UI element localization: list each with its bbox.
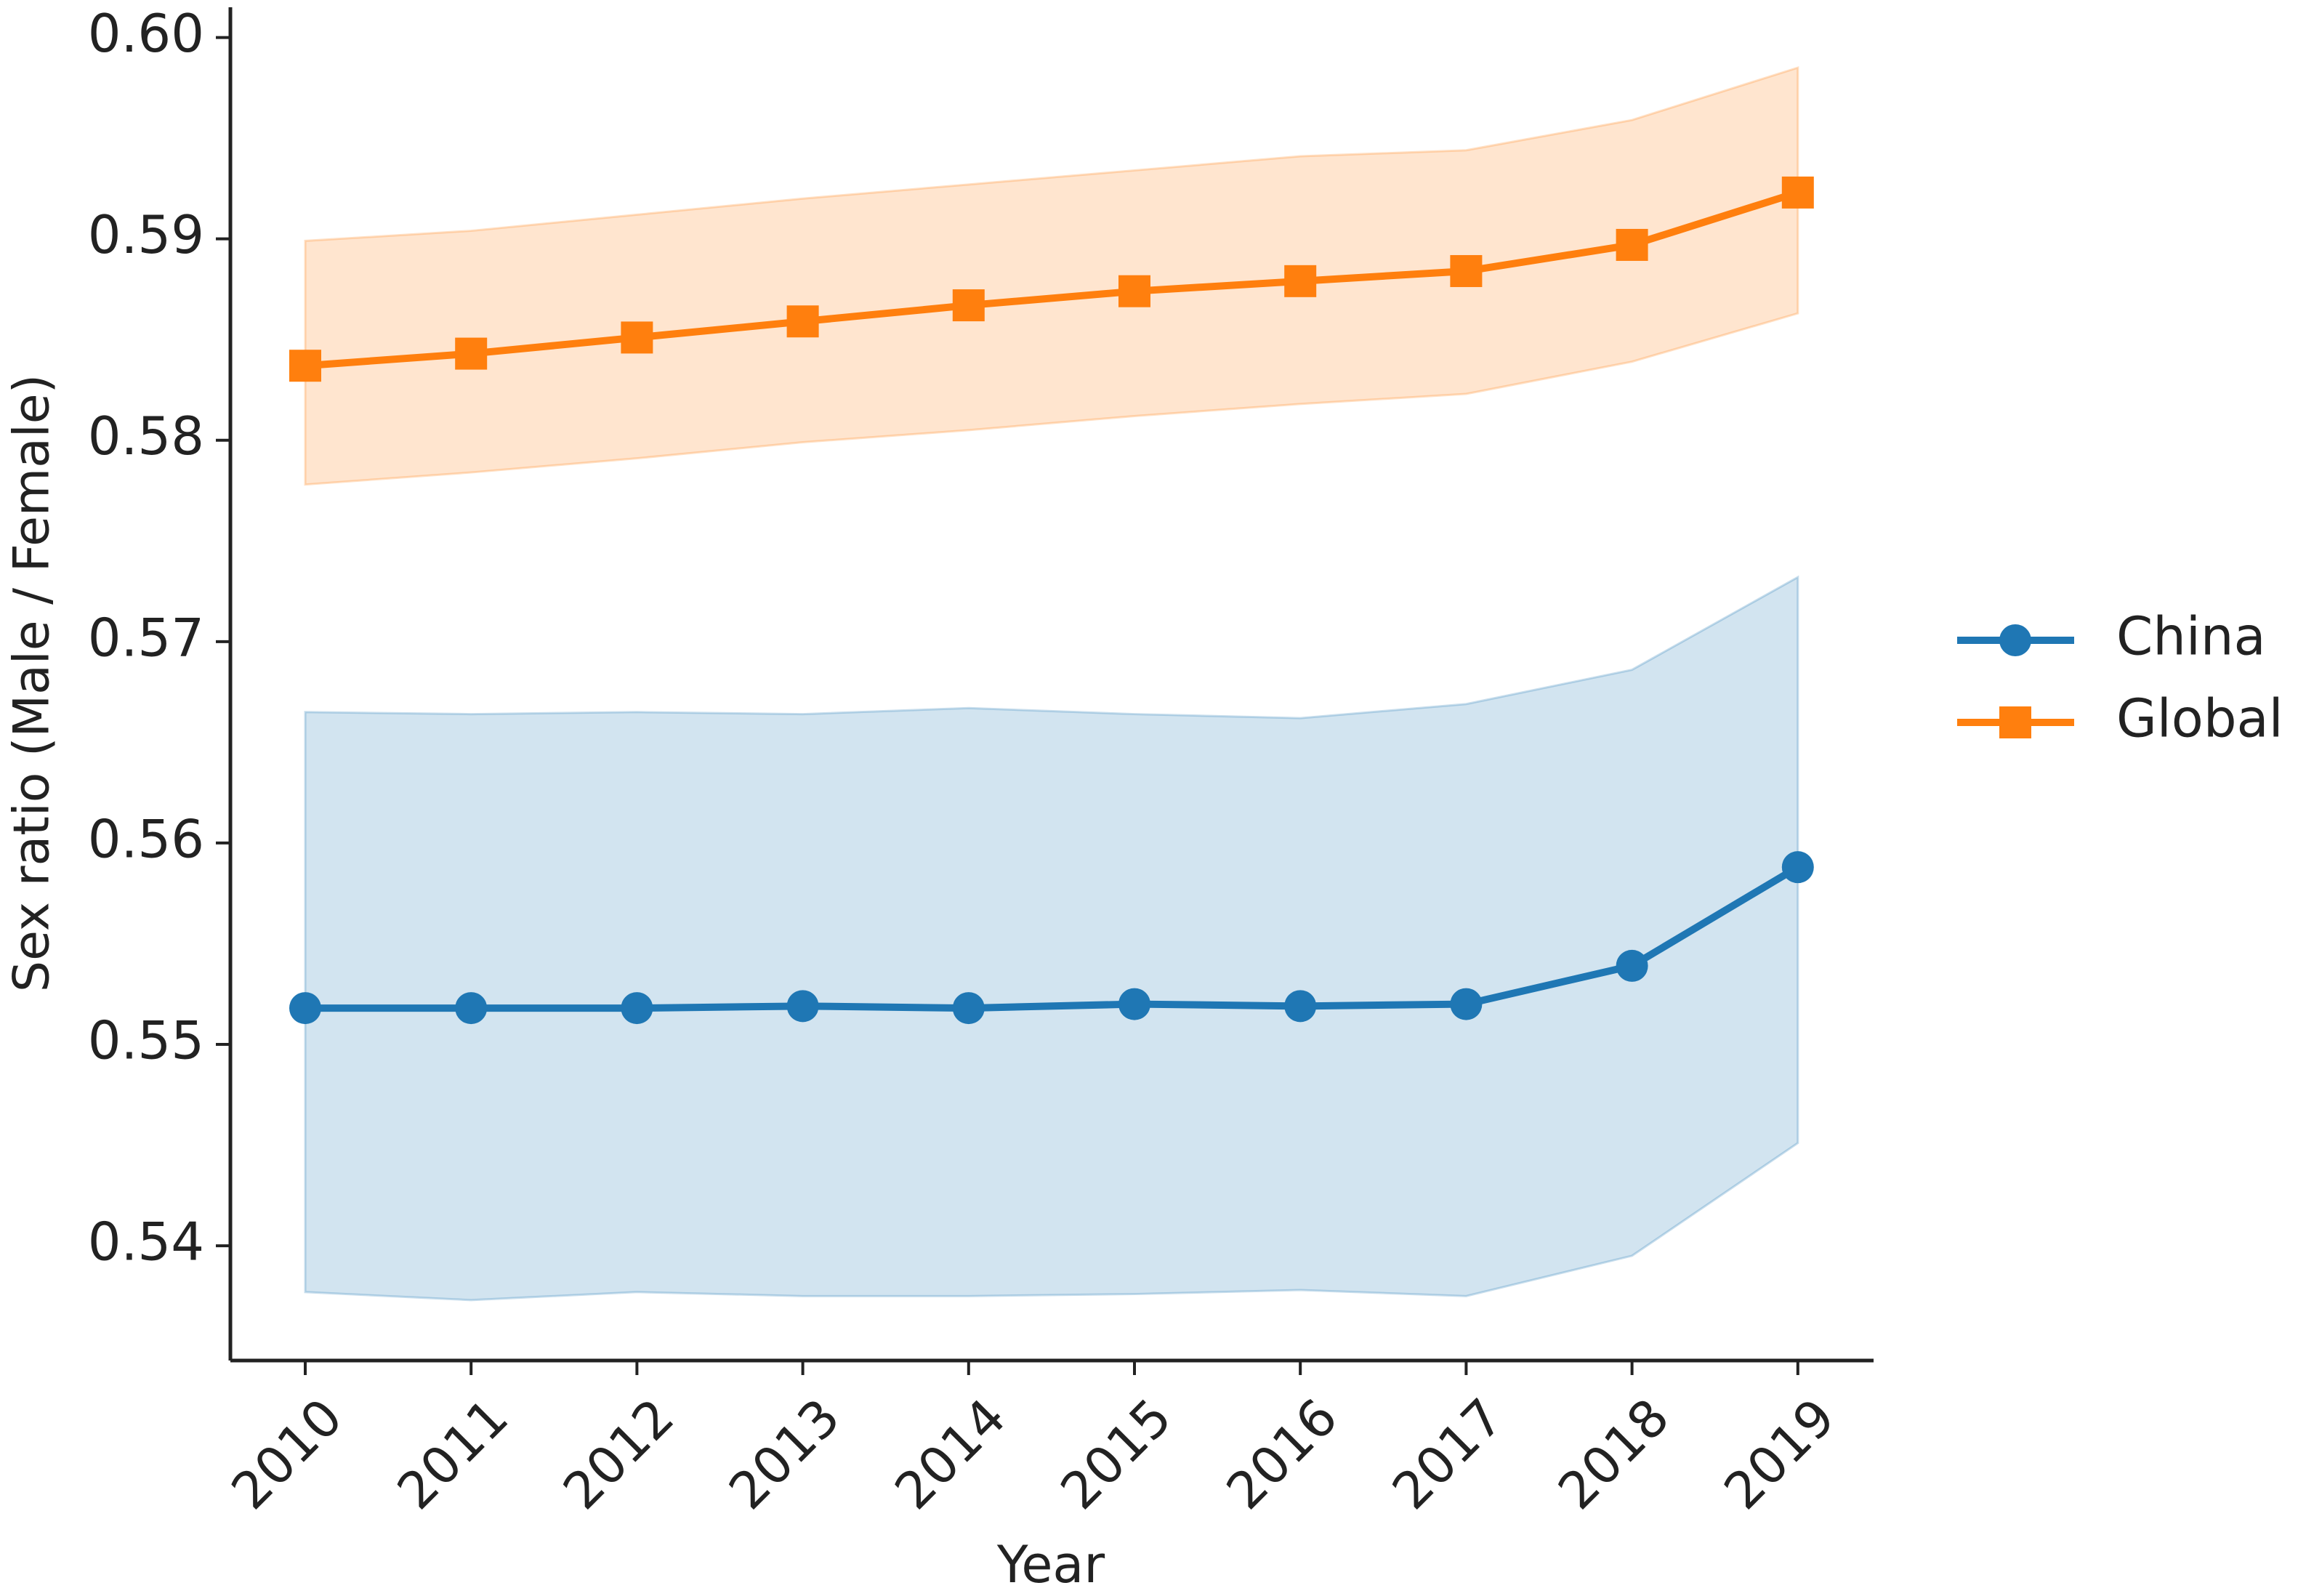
data-point bbox=[1781, 851, 1814, 884]
confidence-band bbox=[304, 575, 1799, 1302]
data-point bbox=[289, 350, 321, 382]
data-point bbox=[455, 337, 488, 370]
data-point bbox=[786, 990, 819, 1023]
x-tick-label: 2018 bbox=[1547, 1387, 1680, 1521]
y-axis-label: Sex ratio (Male / Female) bbox=[4, 374, 61, 992]
data-point bbox=[621, 321, 653, 354]
x-tick-label: 2017 bbox=[1381, 1387, 1515, 1521]
data-point bbox=[1118, 275, 1150, 307]
data-point bbox=[1450, 988, 1483, 1020]
data-point bbox=[1118, 988, 1150, 1020]
x-tick-label: 2013 bbox=[717, 1387, 851, 1521]
legend-marker bbox=[1999, 706, 2031, 738]
data-point bbox=[1450, 254, 1483, 287]
x-tick-label: 2010 bbox=[220, 1387, 354, 1521]
y-tick-label: 0.55 bbox=[88, 1009, 204, 1071]
series-line bbox=[305, 189, 1799, 370]
data-point bbox=[455, 992, 488, 1025]
legend-label: China bbox=[2116, 606, 2266, 667]
data-point bbox=[786, 305, 819, 338]
legend-label: Global bbox=[2116, 688, 2283, 749]
x-tick-label: 2015 bbox=[1049, 1387, 1183, 1521]
y-tick-label: 0.57 bbox=[88, 607, 204, 668]
y-tick-label: 0.56 bbox=[88, 808, 204, 869]
data-point bbox=[952, 992, 985, 1025]
legend-marker bbox=[1999, 624, 2031, 656]
data-point bbox=[1616, 228, 1648, 261]
confidence-band bbox=[304, 66, 1799, 486]
x-tick-label: 2012 bbox=[552, 1387, 685, 1521]
data-point bbox=[621, 992, 653, 1025]
x-tick-label: 2016 bbox=[1215, 1387, 1349, 1521]
y-tick-label: 0.60 bbox=[88, 3, 204, 64]
y-tick-label: 0.59 bbox=[88, 204, 204, 265]
y-tick-label: 0.54 bbox=[88, 1212, 204, 1273]
x-tick-label: 2011 bbox=[386, 1387, 520, 1521]
data-point bbox=[1284, 265, 1317, 297]
data-point bbox=[1781, 176, 1814, 209]
series-line bbox=[305, 863, 1800, 1012]
data-point bbox=[289, 992, 321, 1025]
data-point bbox=[1616, 949, 1648, 982]
data-point bbox=[952, 289, 985, 322]
x-tick-label: 2014 bbox=[884, 1387, 1017, 1521]
x-axis-label: Year bbox=[996, 1535, 1105, 1595]
x-tick-label: 2019 bbox=[1713, 1387, 1847, 1521]
y-tick-label: 0.58 bbox=[88, 406, 204, 467]
data-point bbox=[1284, 990, 1317, 1023]
